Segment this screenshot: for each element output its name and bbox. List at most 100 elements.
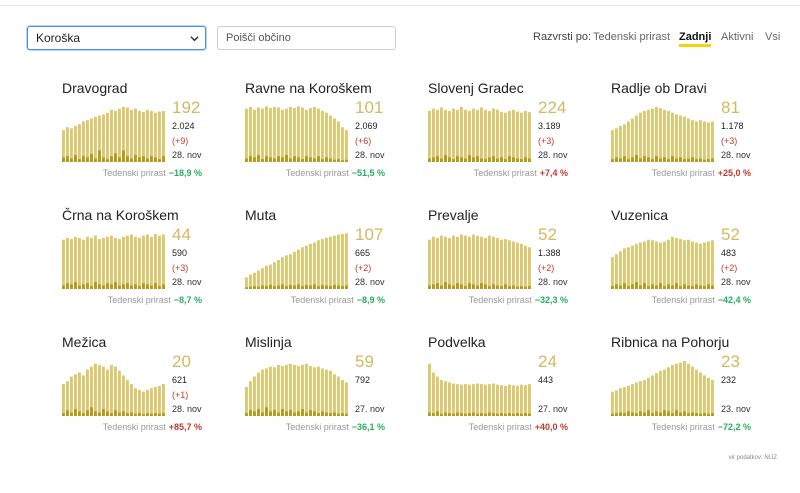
municipality-card[interactable]: Slovenj Gradec 224 3.189 (+3) 28. nov Tedensk…	[428, 80, 603, 195]
municipality-card[interactable]: Vuzenica 52 483 (+2) 28. nov Tedenski prirast…	[611, 207, 786, 322]
new-cases-bar	[106, 283, 109, 289]
new-cases-bar	[651, 284, 654, 289]
active-cases-count: 24	[538, 352, 557, 371]
active-cases-bar	[639, 112, 642, 162]
active-cases-bar	[643, 241, 646, 289]
active-cases-bar	[150, 388, 153, 416]
weekly-growth-label: Tedenski prirast	[285, 422, 349, 432]
municipality-card[interactable]: Ribnica na Pohorju 23 232 23. nov Tedenski p…	[611, 334, 786, 449]
municipality-card[interactable]: Mislinja 59 792 27. nov Tedenski prirast −36,…	[245, 334, 420, 449]
active-cases-bar	[146, 234, 149, 289]
active-cases-bar	[512, 109, 515, 162]
active-cases-bar	[82, 239, 85, 289]
active-cases-bar	[520, 384, 523, 416]
weekly-growth-value: −42,4 %	[717, 295, 751, 305]
new-cases-bar	[110, 413, 113, 416]
new-cases-bar	[659, 158, 662, 162]
active-cases-bar	[647, 239, 650, 289]
active-cases-bar	[484, 384, 487, 416]
active-cases-bar	[285, 108, 288, 162]
active-cases-bar	[86, 369, 89, 416]
new-cases-bar	[492, 284, 495, 289]
new-cases-bar	[329, 413, 332, 416]
new-cases-bar	[512, 285, 515, 289]
new-cases-bar	[496, 285, 499, 289]
active-cases-bar	[631, 245, 634, 289]
new-cases-bar	[428, 412, 431, 416]
active-cases-bar	[98, 239, 101, 289]
cases-bar-chart	[611, 106, 714, 162]
new-cases-bar	[695, 284, 698, 289]
weekly-growth-value: +7,4 %	[539, 168, 568, 178]
municipality-search-input[interactable]	[217, 26, 396, 50]
active-cases-bar	[655, 106, 658, 162]
active-cases-bar	[94, 116, 97, 162]
active-cases-bar	[162, 384, 165, 416]
active-cases-bar	[687, 118, 690, 162]
new-cases-bar	[261, 285, 264, 289]
active-cases-bar	[66, 381, 69, 416]
daily-change: (+2)	[355, 263, 372, 273]
active-cases-bar	[150, 110, 153, 162]
new-cases-bar	[66, 156, 69, 162]
new-cases-bar	[456, 283, 459, 289]
sort-option-all[interactable]: Vsi	[765, 31, 781, 43]
new-cases-bar	[444, 282, 447, 289]
new-cases-bar	[134, 284, 137, 289]
new-cases-bar	[253, 411, 256, 416]
new-cases-bar	[126, 413, 129, 416]
new-cases-bar	[102, 157, 105, 162]
active-cases-bar	[444, 236, 447, 289]
active-cases-bar	[655, 241, 658, 289]
active-cases-bar	[464, 235, 467, 289]
active-cases-bar	[679, 239, 682, 289]
daily-change: (+9)	[172, 136, 189, 146]
municipality-card[interactable]: Podvelka 24 443 27. nov Tedenski prirast +40,…	[428, 334, 603, 449]
active-cases-bar	[615, 390, 618, 416]
municipality-card[interactable]: Črna na Koroškem 44 590 (+3) 28. nov Tedenski…	[62, 207, 237, 322]
municipality-card[interactable]: Radlje ob Dravi 81 1.178 (+3) 28. nov Tedensk…	[611, 80, 786, 195]
active-cases-bar	[138, 389, 141, 416]
last-update-date: 28. nov	[172, 277, 202, 287]
new-cases-bar	[293, 156, 296, 162]
active-cases-bar	[305, 245, 308, 289]
weekly-growth-label: Tedenski prirast	[290, 295, 354, 305]
active-cases-bar	[528, 112, 531, 162]
municipality-card[interactable]: Dravograd 192 2.024 (+9) 28. nov Tedenski pri…	[62, 80, 237, 195]
sort-option-active[interactable]: Aktivni	[721, 31, 754, 43]
new-cases-bar	[524, 413, 527, 416]
active-cases-bar	[265, 265, 268, 289]
active-cases-bar	[524, 110, 527, 162]
daily-change: (+3)	[721, 136, 738, 146]
new-cases-bar	[615, 413, 618, 416]
municipality-card[interactable]: Ravne na Koroškem 101 2.069 (+6) 28. nov Tede…	[245, 80, 420, 195]
active-cases-bar	[70, 128, 73, 162]
active-cases-bar	[643, 380, 646, 416]
active-cases-bar	[74, 374, 77, 416]
active-cases-bar	[341, 233, 344, 289]
new-cases-bar	[671, 413, 674, 416]
active-cases-bar	[675, 363, 678, 416]
new-cases-bar	[138, 157, 141, 162]
new-cases-bar	[496, 158, 499, 162]
new-cases-bar	[659, 283, 662, 289]
active-cases-bar	[126, 107, 129, 162]
active-cases-bar	[98, 364, 101, 416]
sort-option-latest[interactable]: Zadnji	[679, 31, 712, 47]
new-cases-bar	[679, 157, 682, 162]
new-cases-bar	[484, 159, 487, 162]
weekly-growth-value: −8,7 %	[173, 295, 202, 305]
active-cases-bar	[456, 109, 459, 162]
municipality-card[interactable]: Muta 107 665 (+2) 28. nov Tedenski prirast −8,…	[245, 207, 420, 322]
active-cases-bar	[281, 109, 284, 162]
active-cases-bar	[504, 385, 507, 416]
active-cases-bar	[524, 385, 527, 416]
active-cases-bar	[611, 257, 614, 289]
region-select[interactable]: Koroška	[27, 26, 206, 50]
sort-option-weekly-growth[interactable]: Tedenski prirast	[593, 31, 671, 43]
new-cases-bar	[468, 155, 471, 162]
municipality-card[interactable]: Prevalje 52 1.388 (+2) 28. nov Tedenski prira…	[428, 207, 603, 322]
active-cases-bar	[671, 364, 674, 416]
new-cases-bar	[154, 157, 157, 162]
municipality-card[interactable]: Mežica 20 621 (+1) 28. nov Tedenski prirast +8…	[62, 334, 237, 449]
